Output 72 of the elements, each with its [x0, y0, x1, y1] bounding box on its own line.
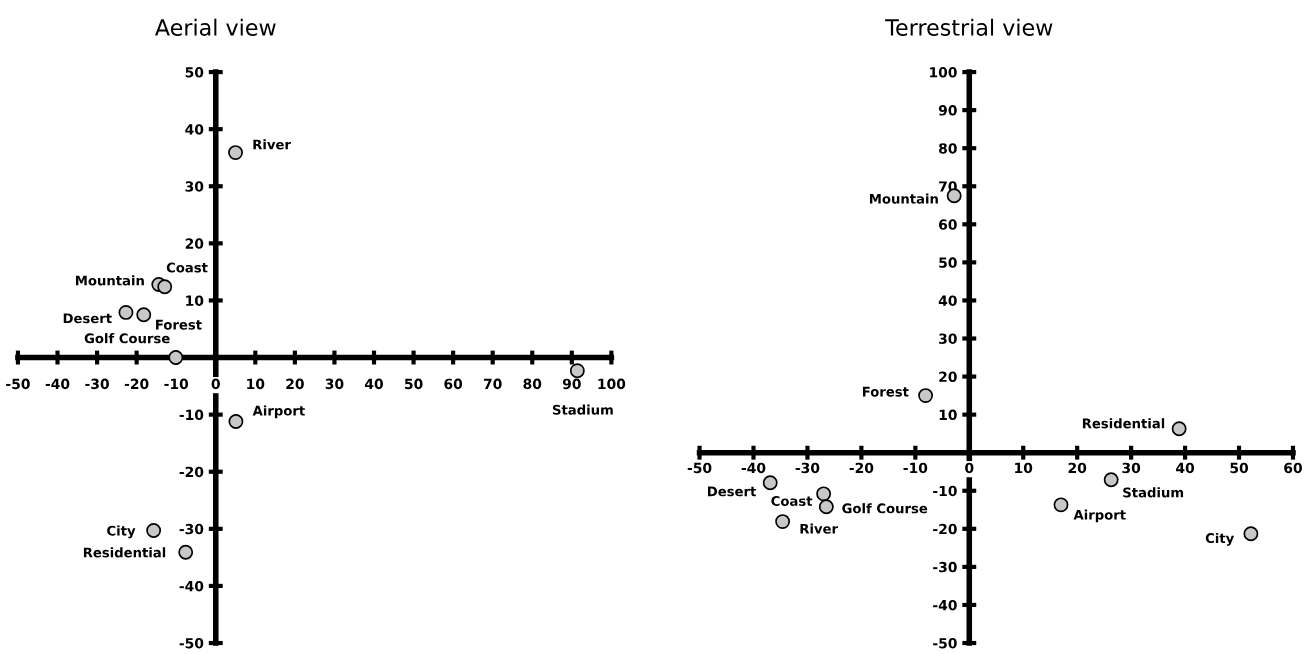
- x-tick-label: 60: [1284, 462, 1302, 474]
- annotation: River: [800, 523, 838, 534]
- y-tick-label: 40: [938, 295, 957, 306]
- y-tick-label: 50: [939, 257, 957, 268]
- annotation: Forest: [862, 386, 909, 397]
- y-tick-label: 10: [939, 409, 957, 421]
- x-tick-label: 30: [325, 378, 344, 390]
- y-tick-label: 80: [939, 143, 957, 154]
- x-tick-label: -20: [849, 462, 874, 474]
- x-tick-label: -40: [45, 378, 70, 390]
- x-tick-label: 20: [286, 378, 304, 390]
- x-tick-label: -50: [687, 462, 712, 474]
- x-tick-label: -40: [741, 462, 766, 474]
- x-tick-label: 30: [1122, 462, 1141, 474]
- x-tick-label: 20: [1068, 462, 1087, 474]
- annotation: River: [253, 139, 291, 150]
- x-tick-label: 0: [211, 378, 220, 390]
- annotation: City: [107, 525, 136, 539]
- x-tick-label: 40: [364, 378, 383, 390]
- chart-title: Aerial view: [155, 18, 276, 36]
- annotation: Residential: [1082, 418, 1165, 429]
- x-tick-label: 70: [483, 378, 502, 390]
- x-tick-label: 100: [598, 378, 626, 390]
- annotation: Residential: [83, 547, 166, 558]
- annotation: Stadium: [552, 404, 613, 415]
- annotation: Coast: [771, 495, 813, 506]
- x-tick-label: -20: [124, 378, 149, 390]
- y-tick-label: 40: [185, 124, 204, 135]
- x-tick-label: 90: [562, 378, 581, 390]
- y-tick-label: 30: [185, 181, 204, 192]
- x-tick-label: -10: [903, 462, 928, 474]
- y-tick-label: -30: [179, 523, 204, 535]
- y-tick-label: 20: [185, 238, 204, 249]
- y-tick-label: -30: [933, 561, 957, 573]
- y-tick-label: -50: [933, 637, 957, 649]
- annotation: Coast: [166, 262, 208, 273]
- y-tick-label: 10: [186, 295, 204, 306]
- annotation: Mountain: [870, 193, 938, 204]
- x-tick-label: 40: [1176, 462, 1195, 474]
- annotation: Airport: [1073, 509, 1126, 523]
- x-tick-label: 10: [247, 378, 265, 390]
- y-tick-label: 90: [938, 105, 957, 116]
- x-tick-label: 50: [1230, 462, 1249, 474]
- y-tick-label: 50: [185, 67, 204, 78]
- annotation: Stadium: [1123, 487, 1184, 498]
- annotation: Mountain: [76, 275, 144, 286]
- x-tick-label: -10: [164, 378, 189, 390]
- y-tick-label: -20: [933, 523, 957, 535]
- y-tick-label: -40: [179, 580, 204, 592]
- y-tick-label: -50: [179, 637, 204, 649]
- x-tick-label: 0: [965, 462, 974, 474]
- x-tick-label: -50: [6, 378, 30, 390]
- annotation: Golf Course: [84, 333, 170, 344]
- x-tick-label: 10: [1015, 462, 1033, 474]
- x-tick-label: 50: [404, 378, 423, 390]
- y-tick-label: 30: [939, 333, 957, 344]
- annotation: City: [1205, 532, 1234, 546]
- y-tick-label: -10: [933, 485, 957, 497]
- x-tick-label: -30: [85, 378, 109, 390]
- annotation: Desert: [708, 486, 757, 497]
- y-tick-label: -40: [933, 599, 957, 611]
- annotation: Golf Course: [842, 503, 928, 514]
- chart-title: Terrestrial view: [885, 18, 1053, 36]
- x-tick-label: -30: [795, 462, 820, 474]
- y-tick-label: 100: [930, 67, 957, 78]
- y-tick-label: -10: [179, 409, 204, 421]
- x-tick-label: 80: [523, 378, 542, 390]
- x-tick-label: 60: [444, 378, 463, 390]
- annotation: Forest: [156, 319, 202, 330]
- annotation: Desert: [63, 313, 112, 324]
- annotation: Airport: [252, 405, 305, 419]
- y-tick-label: 60: [939, 219, 957, 230]
